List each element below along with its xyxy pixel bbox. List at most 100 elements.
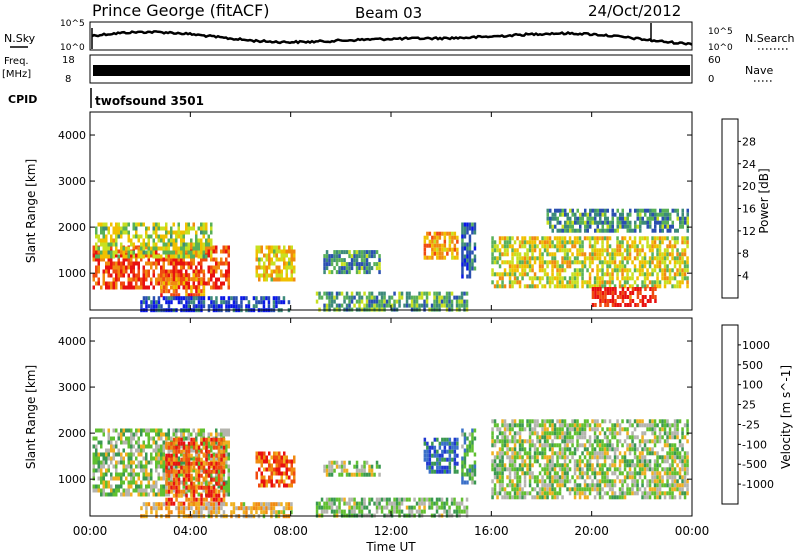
velocity-cell bbox=[210, 470, 213, 474]
velocity-cell bbox=[579, 423, 582, 427]
power-cell bbox=[606, 268, 609, 272]
power-cell bbox=[524, 240, 527, 244]
power-cell bbox=[461, 304, 464, 308]
power-cell bbox=[622, 225, 625, 229]
velocity-cell bbox=[654, 459, 657, 463]
velocity-cell bbox=[123, 465, 126, 469]
power-cell bbox=[474, 231, 477, 235]
velocity-cell bbox=[579, 443, 582, 447]
freq-ytick-left-top: 18 bbox=[62, 55, 75, 66]
velocity-cell bbox=[163, 453, 166, 457]
velocity-cell bbox=[105, 449, 108, 453]
power-cell bbox=[622, 209, 625, 213]
velocity-cell bbox=[95, 429, 98, 433]
velocity-cell bbox=[671, 423, 674, 427]
velocity-cell bbox=[178, 478, 181, 482]
power-cell bbox=[348, 254, 351, 258]
velocity-cell bbox=[135, 485, 138, 489]
power-cell bbox=[98, 239, 101, 243]
velocity-cell bbox=[641, 479, 644, 483]
power-cell bbox=[253, 304, 256, 308]
velocity-cell bbox=[143, 429, 146, 433]
velocity-cell bbox=[649, 451, 652, 455]
power-cell bbox=[554, 264, 557, 268]
velocity-cell bbox=[644, 423, 647, 427]
power-cell bbox=[556, 240, 559, 244]
power-cell bbox=[491, 260, 494, 264]
velocity-cell bbox=[506, 447, 509, 451]
velocity-cell bbox=[631, 491, 634, 495]
velocity-cell bbox=[554, 495, 557, 499]
power-cell bbox=[178, 281, 181, 285]
power-cell bbox=[110, 235, 113, 239]
velocity-cell bbox=[661, 447, 664, 451]
power-cell bbox=[203, 223, 206, 227]
velocity-cell bbox=[551, 475, 554, 479]
power-cell bbox=[378, 270, 381, 274]
power-cell bbox=[456, 300, 459, 304]
power-cell bbox=[651, 256, 654, 260]
power-cell bbox=[153, 274, 156, 278]
power-cell bbox=[546, 264, 549, 268]
velocity-cell bbox=[679, 483, 682, 487]
velocity-cell bbox=[158, 465, 161, 469]
power-cell bbox=[145, 262, 148, 266]
velocity-cell bbox=[160, 465, 163, 469]
power-cell bbox=[569, 221, 572, 225]
power-cell bbox=[168, 247, 171, 251]
velocity-cell bbox=[491, 467, 494, 471]
power-cell bbox=[621, 252, 624, 256]
velocity-cell bbox=[165, 474, 168, 478]
velocity-cell bbox=[579, 431, 582, 435]
power-cell bbox=[283, 254, 286, 258]
power-cell bbox=[652, 209, 655, 213]
power-cell bbox=[200, 304, 203, 308]
power-cell bbox=[657, 217, 660, 221]
power-cell bbox=[589, 264, 592, 268]
power-cell bbox=[383, 296, 386, 300]
power-cell bbox=[607, 225, 610, 229]
velocity-cell bbox=[539, 487, 542, 491]
velocity-cell bbox=[616, 475, 619, 479]
power-cell bbox=[621, 256, 624, 260]
power-cell bbox=[366, 262, 369, 266]
power-cell bbox=[634, 268, 637, 272]
power-cell bbox=[596, 256, 599, 260]
velocity-cell bbox=[98, 453, 101, 457]
power-cell bbox=[185, 231, 188, 235]
velocity-cell bbox=[541, 447, 544, 451]
velocity-cell bbox=[669, 483, 672, 487]
power-cell bbox=[629, 229, 632, 233]
velocity-cell bbox=[514, 483, 517, 487]
power-cell bbox=[95, 282, 98, 286]
power-cell bbox=[539, 260, 542, 264]
power-cell bbox=[135, 235, 138, 239]
velocity-cell bbox=[681, 463, 684, 467]
velocity-cell bbox=[594, 475, 597, 479]
power-cell bbox=[681, 240, 684, 244]
velocity-cell bbox=[464, 449, 467, 453]
power-cell bbox=[215, 282, 218, 286]
power-cell bbox=[168, 296, 171, 300]
velocity-cell bbox=[636, 447, 639, 451]
power-cell bbox=[100, 251, 103, 255]
power-cell bbox=[173, 270, 176, 274]
velocity-cell bbox=[606, 447, 609, 451]
velocity-cell bbox=[155, 465, 158, 469]
velocity-cell bbox=[506, 455, 509, 459]
velocity-cell bbox=[576, 463, 579, 467]
power-cell bbox=[175, 239, 178, 243]
freq-unit-label: [MHz] bbox=[2, 69, 31, 80]
velocity-cell bbox=[569, 467, 572, 471]
power-cell bbox=[604, 236, 607, 240]
velocity-cell bbox=[268, 480, 271, 484]
velocity-cell bbox=[273, 452, 276, 456]
power-cell bbox=[195, 270, 198, 274]
power-cell bbox=[634, 209, 637, 213]
velocity-cell bbox=[509, 423, 512, 427]
velocity-cell bbox=[130, 437, 133, 441]
power-cell bbox=[175, 247, 178, 251]
power-cell bbox=[519, 284, 522, 288]
power-cell bbox=[607, 221, 610, 225]
velocity-cell bbox=[278, 456, 281, 460]
